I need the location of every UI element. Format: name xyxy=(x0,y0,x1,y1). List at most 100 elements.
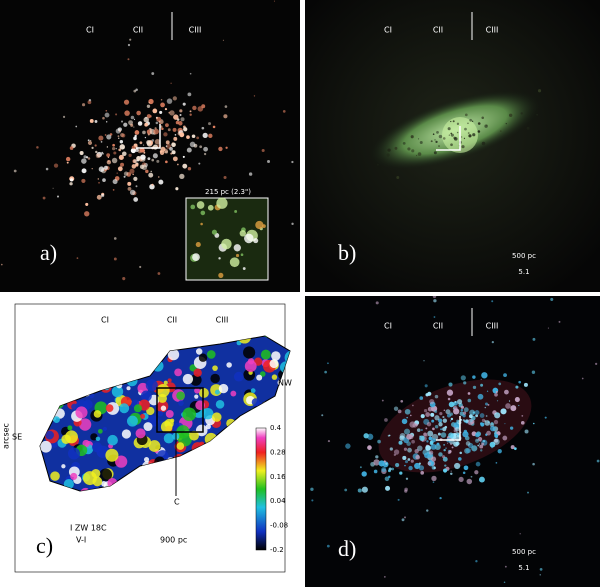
star xyxy=(433,151,437,155)
star xyxy=(450,470,452,472)
star xyxy=(460,405,464,409)
star xyxy=(486,124,488,127)
star xyxy=(69,146,74,150)
star xyxy=(218,257,221,260)
star xyxy=(91,167,93,170)
star xyxy=(423,409,428,413)
region-label: CII xyxy=(433,26,443,35)
star xyxy=(273,0,276,2)
star xyxy=(385,485,391,491)
star xyxy=(161,127,164,131)
star xyxy=(139,158,143,162)
panel-label: b) xyxy=(338,240,356,265)
star xyxy=(224,105,228,108)
star xyxy=(491,300,494,303)
star xyxy=(389,447,393,451)
star xyxy=(438,452,443,457)
star xyxy=(402,455,407,461)
star xyxy=(496,400,499,402)
star xyxy=(200,210,206,216)
star xyxy=(524,429,529,434)
map-cell xyxy=(210,373,220,384)
star xyxy=(451,446,454,449)
star xyxy=(199,145,203,149)
star xyxy=(420,414,425,419)
star xyxy=(415,154,418,157)
star xyxy=(505,122,507,125)
colorbar-tick-label: -0.2 xyxy=(270,546,284,554)
map-cell xyxy=(215,400,225,409)
star xyxy=(425,412,431,417)
star xyxy=(444,464,447,467)
star xyxy=(495,390,498,393)
star xyxy=(242,267,246,270)
star xyxy=(131,145,136,150)
star xyxy=(147,157,151,161)
star xyxy=(130,115,135,120)
map-cell xyxy=(195,424,208,437)
star xyxy=(448,382,453,387)
star xyxy=(430,456,437,462)
star xyxy=(186,147,192,153)
map-cell xyxy=(78,418,92,431)
star xyxy=(42,196,46,200)
star xyxy=(367,445,372,450)
region-label: CI xyxy=(101,316,109,325)
star xyxy=(216,197,228,209)
star xyxy=(497,448,502,454)
star xyxy=(94,144,97,147)
star xyxy=(523,382,528,387)
map-cell xyxy=(126,415,138,427)
star xyxy=(112,146,116,151)
star xyxy=(410,459,414,463)
star xyxy=(179,173,185,180)
star-field xyxy=(1,0,294,281)
map-cell xyxy=(140,413,146,419)
star xyxy=(455,441,460,446)
object-label: I ZW 18C xyxy=(70,524,107,533)
star xyxy=(240,253,244,257)
star xyxy=(439,496,442,500)
star xyxy=(387,148,391,152)
star xyxy=(595,362,598,365)
map-cell xyxy=(167,348,180,361)
map-cell xyxy=(93,410,102,418)
star xyxy=(104,112,110,118)
star xyxy=(187,92,192,97)
star xyxy=(182,163,188,169)
star xyxy=(155,121,159,125)
star xyxy=(62,115,66,118)
star xyxy=(450,143,453,147)
star xyxy=(208,133,213,139)
star xyxy=(106,153,111,158)
star xyxy=(135,185,138,188)
star xyxy=(167,128,171,132)
star xyxy=(425,427,428,430)
star xyxy=(149,115,153,118)
star xyxy=(417,152,422,156)
star xyxy=(163,132,168,137)
map-cell xyxy=(218,383,229,394)
star xyxy=(469,418,473,423)
map-cell xyxy=(205,424,211,430)
star xyxy=(424,452,430,459)
star xyxy=(388,475,391,479)
star xyxy=(201,126,205,130)
star xyxy=(119,130,121,133)
star xyxy=(479,476,485,483)
star xyxy=(84,211,90,217)
crosshair xyxy=(436,126,461,151)
star xyxy=(447,127,451,131)
star xyxy=(140,154,146,160)
star xyxy=(201,104,206,109)
star xyxy=(412,423,418,428)
map-cell xyxy=(178,400,184,406)
star xyxy=(218,146,223,152)
star xyxy=(112,143,115,147)
star xyxy=(435,140,438,143)
star xyxy=(98,181,100,184)
star xyxy=(385,462,388,465)
star xyxy=(375,455,379,459)
star xyxy=(539,574,541,576)
